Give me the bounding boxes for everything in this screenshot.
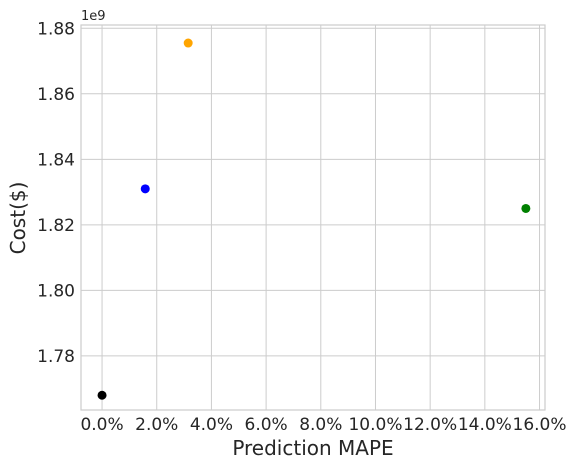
x-tick-label: 8.0% [299,415,342,435]
tick-labels: 0.0% 2.0% 4.0% 6.0% 8.0% 10.0% 12.0% 14.0% 16.0%… [37,19,566,435]
data-point [183,38,193,48]
x-tick-label: 6.0% [245,415,288,435]
data-point [521,203,531,213]
y-tick-label: 1.82 [37,216,75,236]
data-point [140,184,150,194]
data-points [97,38,531,400]
grid-lines [81,25,545,410]
y-axis-label: Cost($) [6,182,30,255]
x-tick-label: 4.0% [190,415,233,435]
data-point [97,390,107,400]
x-tick-label: 10.0% [348,415,402,435]
y-tick-label: 1.88 [37,19,75,39]
y-tick-label: 1.78 [37,347,75,367]
plot-frame [80,24,546,411]
x-tick-label: 0.0% [80,415,123,435]
x-tick-label: 2.0% [135,415,178,435]
x-axis-label: Prediction MAPE [232,436,393,460]
y-tick-label: 1.84 [37,150,75,170]
y-tick-label: 1.80 [37,281,75,301]
y-offset-label: 1e9 [81,9,106,24]
x-tick-label: 14.0% [458,415,512,435]
x-tick-label: 16.0% [513,415,567,435]
x-tick-label: 12.0% [403,415,457,435]
y-tick-label: 1.86 [37,85,75,105]
